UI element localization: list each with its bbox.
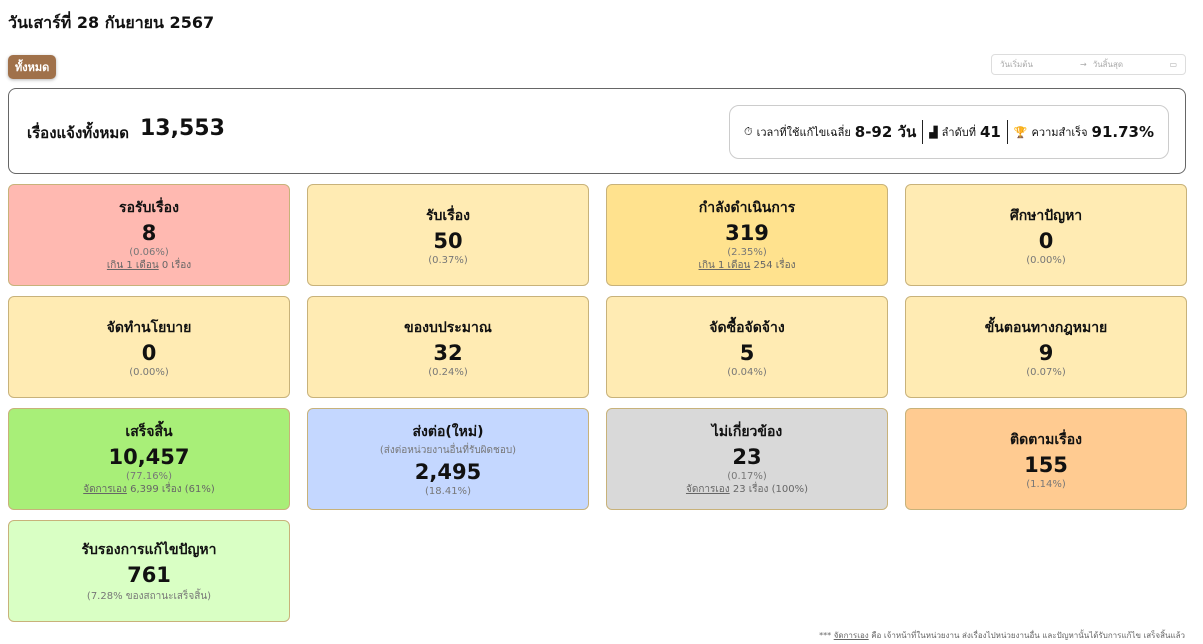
status-card[interactable]: รอรับเรื่อง 8 (0.06%) เกิน 1 เดือน 0 เรื่อง — [8, 184, 290, 286]
card-value: 23 — [732, 445, 762, 469]
card-value: 5 — [739, 340, 755, 365]
card-title: ติดตามเรื่อง — [1010, 431, 1082, 448]
status-card[interactable]: รับรองการแก้ไขปัญหา 761 (7.28% ของสถานะเสร… — [8, 520, 290, 622]
avg-time-value: 8-92 วัน — [854, 123, 917, 141]
avg-time-label: เวลาที่ใช้แก้ไขเฉลี่ย — [756, 126, 851, 139]
card-percent: (18.41%) — [425, 486, 471, 497]
card-title: รับรองการแก้ไขปัญหา — [81, 541, 217, 558]
card-extra-link[interactable]: เกิน 1 เดือน — [698, 260, 751, 271]
card-extra-link[interactable]: เกิน 1 เดือน — [106, 260, 159, 271]
card-value: 8 — [141, 221, 157, 245]
card-extra: จัดการเอง 6,399 เรื่อง (61%) — [83, 482, 215, 497]
status-card[interactable]: รับเรื่อง 50 (0.37%) — [307, 184, 589, 286]
card-value: 32 — [433, 340, 463, 365]
card-value: 319 — [725, 221, 769, 245]
stats-box: ⏱ เวลาที่ใช้แก้ไขเฉลี่ย 8-92 วัน ▟ ลำดับที่… — [728, 105, 1169, 159]
status-card[interactable]: เสร็จสิ้น 10,457 (77.16%) จัดการเอง 6,399 เ… — [8, 408, 290, 510]
card-percent: (0.04%) — [727, 366, 767, 378]
card-value: 2,495 — [414, 460, 482, 484]
status-card[interactable]: ขั้นตอนทางกฎหมาย 9 (0.07%) — [905, 296, 1187, 398]
card-title: ไม่เกี่ยวข้อง — [711, 424, 783, 440]
card-extra-link[interactable]: จัดการเอง — [685, 484, 730, 495]
rank-value: 41 — [979, 123, 1001, 141]
card-title: เสร็จสิ้น — [125, 424, 173, 440]
card-extra-text: 6,399 เรื่อง (61%) — [130, 484, 215, 495]
card-value: 761 — [127, 562, 171, 587]
card-extra: เกิน 1 เดือน 254 เรื่อง — [699, 258, 796, 273]
status-card[interactable]: ไม่เกี่ยวข้อง 23 (0.17%) จัดการเอง 23 เรื่อ… — [606, 408, 888, 510]
date-end-input[interactable]: วันสิ้นสุด — [1092, 60, 1124, 69]
footnote-link: จัดการเอง — [833, 631, 869, 640]
podium-icon: ▟ — [929, 125, 938, 139]
total-label: เรื่องแจ้งทั้งหมด — [27, 124, 130, 142]
clock-user-icon: ⏱ — [743, 125, 753, 138]
status-card[interactable]: จัดซื้อจัดจ้าง 5 (0.04%) — [606, 296, 888, 398]
status-card[interactable]: จัดทำนโยบาย 0 (0.00%) — [8, 296, 290, 398]
success-label: ความสำเร็จ — [1031, 126, 1088, 139]
arrow-right-icon: → — [1080, 60, 1087, 69]
card-title: ศึกษาปัญหา — [1009, 207, 1083, 224]
status-card[interactable]: ส่งต่อ(ใหม่) (ส่งต่อหน่วยงานอื่นที่รับผิด… — [307, 408, 589, 510]
card-title: รอรับเรื่อง — [119, 200, 179, 216]
card-extra: เกิน 1 เดือน 0 เรื่อง — [107, 258, 191, 273]
card-title: ส่งต่อ(ใหม่) — [412, 424, 484, 440]
date-start-input[interactable]: วันเริ่มต้น — [1000, 60, 1033, 69]
divider — [922, 120, 924, 144]
card-value: 9 — [1038, 340, 1054, 365]
date-range-picker[interactable]: วันเริ่มต้น → วันสิ้นสุด ▭ — [991, 54, 1186, 75]
footnote-prefix: *** — [819, 631, 832, 640]
card-percent: (7.28% ของสถานะเสร็จสิ้น) — [86, 590, 212, 602]
card-value: 0 — [1038, 228, 1054, 253]
status-card[interactable]: ของบประมาณ 32 (0.24%) — [307, 296, 589, 398]
card-percent: (1.14%) — [1026, 478, 1066, 490]
card-title: จัดทำนโยบาย — [106, 319, 192, 336]
card-value: 10,457 — [108, 445, 190, 469]
card-title: จัดซื้อจัดจ้าง — [709, 319, 785, 336]
footnote-text: คือ เจ้าหน้าที่ในหน่วยงาน ส่งเรื่องไปหน่… — [871, 631, 1185, 640]
page-date: วันเสาร์ที่ 28 กันยายน 2567 — [8, 13, 215, 32]
card-percent: (0.37%) — [428, 254, 468, 266]
card-extra-text: 23 เรื่อง (100%) — [732, 484, 809, 495]
total-value: 13,553 — [140, 116, 225, 141]
filter-all-button[interactable]: ทั้งหมด — [8, 55, 57, 79]
card-extra: จัดการเอง 23 เรื่อง (100%) — [686, 482, 808, 497]
success-value: 91.73% — [1091, 123, 1154, 141]
divider — [1006, 120, 1008, 144]
card-title: กำลังดำเนินการ — [698, 200, 796, 216]
trophy-icon: 🏆 — [1013, 125, 1028, 139]
card-extra-link[interactable]: จัดการเอง — [83, 484, 127, 495]
card-percent: (0.06%) — [129, 247, 169, 258]
card-value: 155 — [1024, 452, 1068, 477]
card-extra-text: 0 เรื่อง — [161, 260, 192, 271]
status-card[interactable]: กำลังดำเนินการ 319 (2.35%) เกิน 1 เดือน 254… — [606, 184, 888, 286]
rank-label: ลำดับที่ — [941, 126, 976, 139]
summary-panel: เรื่องแจ้งทั้งหมด 13,553 ⏱ เวลาที่ใช้แก้ไ… — [8, 88, 1186, 174]
status-card[interactable]: ติดตามเรื่อง 155 (1.14%) — [905, 408, 1187, 510]
card-title: ของบประมาณ — [404, 319, 492, 336]
card-title: รับเรื่อง — [426, 207, 470, 224]
status-card[interactable]: ศึกษาปัญหา 0 (0.00%) — [905, 184, 1187, 286]
card-subtitle: (ส่งต่อหน่วยงานอื่นที่รับผิดชอบ) — [379, 445, 517, 456]
card-percent: (0.07%) — [1026, 366, 1066, 378]
calendar-icon: ▭ — [1169, 60, 1177, 69]
card-percent: (0.00%) — [1026, 254, 1066, 266]
card-percent: (0.24%) — [428, 366, 468, 378]
card-percent: (0.17%) — [727, 471, 767, 482]
card-extra-text: 254 เรื่อง — [753, 260, 796, 271]
footnote: *** จัดการเอง คือ เจ้าหน้าที่ในหน่วยงาน … — [819, 629, 1185, 642]
card-percent: (77.16%) — [126, 471, 172, 482]
card-percent: (2.35%) — [727, 247, 767, 258]
card-percent: (0.00%) — [129, 366, 169, 378]
card-value: 0 — [141, 340, 157, 365]
card-title: ขั้นตอนทางกฎหมาย — [984, 319, 1108, 336]
card-value: 50 — [433, 228, 463, 253]
